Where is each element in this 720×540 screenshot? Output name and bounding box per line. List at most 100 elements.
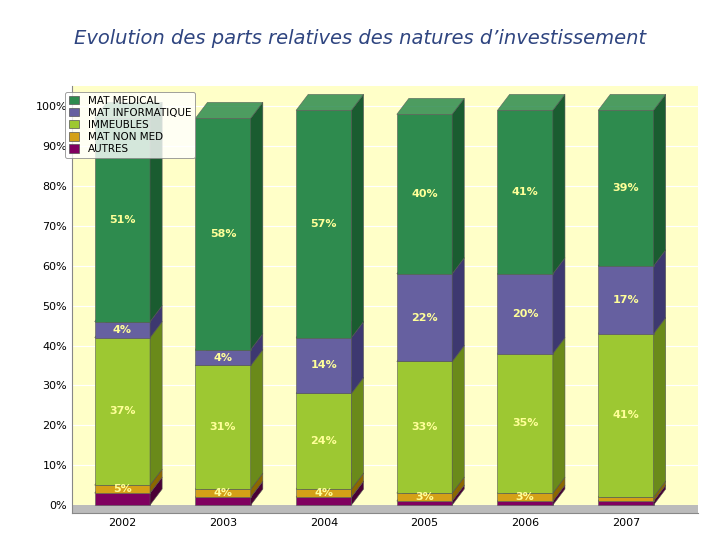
Polygon shape (553, 477, 565, 501)
Polygon shape (397, 477, 464, 493)
Legend: MAT MEDICAL, MAT INFORMATIQUE, IMMEUBLES, MAT NON MED, AUTRES: MAT MEDICAL, MAT INFORMATIQUE, IMMEUBLES… (65, 92, 195, 158)
Polygon shape (94, 517, 162, 525)
Polygon shape (150, 477, 162, 505)
Polygon shape (94, 322, 162, 338)
Polygon shape (498, 485, 565, 501)
Polygon shape (397, 98, 464, 114)
Bar (397, 114, 452, 274)
Polygon shape (296, 377, 364, 394)
Bar (94, 338, 150, 485)
Polygon shape (654, 481, 666, 501)
Bar (195, 366, 251, 489)
Bar (94, 118, 150, 322)
Polygon shape (553, 485, 565, 505)
Polygon shape (195, 517, 263, 525)
Polygon shape (397, 258, 464, 274)
Polygon shape (598, 485, 666, 501)
Polygon shape (195, 481, 263, 497)
Text: 41%: 41% (613, 410, 639, 420)
Bar (397, 361, 452, 493)
Bar (498, 110, 553, 274)
Polygon shape (452, 346, 464, 493)
Text: 37%: 37% (109, 406, 135, 416)
Polygon shape (654, 485, 666, 505)
Polygon shape (94, 469, 162, 485)
Text: 4%: 4% (314, 488, 333, 498)
Polygon shape (296, 481, 364, 497)
Bar (498, 501, 553, 505)
Polygon shape (598, 94, 666, 110)
Polygon shape (195, 473, 263, 489)
Polygon shape (296, 322, 364, 338)
Text: 3%: 3% (415, 492, 434, 502)
Bar (94, 493, 150, 505)
Polygon shape (452, 477, 464, 501)
Bar (598, 501, 654, 505)
Text: 4%: 4% (214, 488, 233, 498)
Text: Evolution des parts relatives des natures d’investissement: Evolution des parts relatives des nature… (74, 29, 646, 48)
Bar (296, 489, 351, 497)
Text: 3%: 3% (516, 492, 534, 502)
Polygon shape (351, 94, 364, 338)
Text: 22%: 22% (411, 313, 438, 322)
Polygon shape (452, 485, 464, 505)
Polygon shape (351, 377, 364, 489)
Polygon shape (150, 306, 162, 338)
Polygon shape (251, 334, 263, 366)
Polygon shape (251, 349, 263, 489)
Polygon shape (654, 250, 666, 334)
Polygon shape (195, 103, 263, 118)
Text: 4%: 4% (113, 325, 132, 335)
Polygon shape (296, 517, 364, 525)
Text: 24%: 24% (310, 436, 337, 446)
Polygon shape (452, 98, 464, 274)
Polygon shape (94, 103, 162, 118)
Polygon shape (251, 481, 263, 505)
Text: 39%: 39% (613, 183, 639, 193)
Polygon shape (251, 473, 263, 497)
Polygon shape (553, 258, 565, 354)
Polygon shape (351, 322, 364, 394)
Text: 41%: 41% (512, 187, 539, 197)
Polygon shape (598, 517, 666, 525)
Polygon shape (251, 103, 263, 349)
Polygon shape (498, 258, 565, 274)
Bar (498, 354, 553, 493)
Polygon shape (498, 517, 565, 525)
Polygon shape (296, 94, 364, 110)
Polygon shape (654, 94, 666, 266)
Bar (296, 497, 351, 505)
Polygon shape (498, 338, 565, 354)
Polygon shape (553, 338, 565, 493)
Polygon shape (150, 469, 162, 493)
Polygon shape (553, 94, 565, 274)
Polygon shape (351, 481, 364, 505)
Polygon shape (150, 103, 162, 322)
Text: 51%: 51% (109, 215, 135, 225)
Text: 35%: 35% (512, 418, 539, 428)
Bar (598, 266, 654, 334)
Text: 4%: 4% (214, 353, 233, 362)
Polygon shape (351, 473, 364, 497)
Polygon shape (598, 250, 666, 266)
Bar (498, 493, 553, 501)
Bar (72, 505, 719, 513)
Text: 20%: 20% (512, 309, 539, 319)
Text: 31%: 31% (210, 422, 236, 433)
Polygon shape (498, 477, 565, 493)
Polygon shape (397, 485, 464, 501)
Bar (296, 110, 351, 338)
Text: 33%: 33% (411, 422, 438, 433)
Text: 17%: 17% (613, 295, 639, 305)
Text: 14%: 14% (310, 361, 337, 370)
Polygon shape (397, 346, 464, 361)
Bar (598, 110, 654, 266)
Text: 40%: 40% (411, 189, 438, 199)
Polygon shape (498, 94, 565, 110)
Polygon shape (94, 477, 162, 493)
Bar (195, 349, 251, 366)
Bar (296, 394, 351, 489)
Polygon shape (397, 517, 464, 525)
Polygon shape (195, 349, 263, 366)
Bar (397, 493, 452, 501)
